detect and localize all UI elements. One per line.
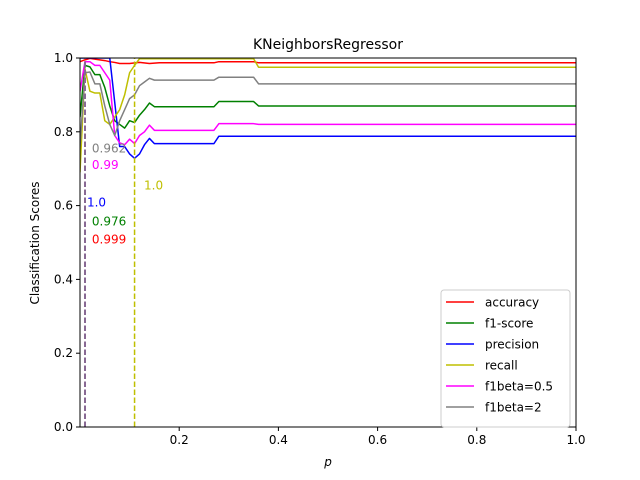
x-tick-label-4: 1.0 (566, 433, 585, 447)
annotation-label-3: 1.0 (87, 196, 106, 210)
axes-frame (79, 57, 577, 428)
y-tick-label-4: 0.8 (54, 125, 73, 139)
legend-label-4: f1beta=0.5 (485, 380, 553, 394)
y-tick-label-0: 0.0 (54, 420, 73, 434)
series-line-0 (80, 58, 576, 65)
x-tick-label-2: 0.6 (368, 433, 387, 447)
legend: accuracy f1-score precision recall f1beta=0.… (440, 289, 571, 428)
legend-label-2: precision (485, 338, 539, 352)
legend-label-5: f1beta=2 (485, 401, 542, 415)
series-line-2 (80, 58, 576, 160)
y-tick-label-2: 0.4 (54, 272, 73, 286)
chart-title: KNeighborsRegressor (253, 37, 403, 53)
annotation-label-4: 0.976 (92, 214, 126, 228)
series-line-3 (80, 58, 576, 173)
legend-label-0: accuracy (485, 296, 539, 310)
legend-label-1: f1-score (485, 317, 533, 331)
annotation-label-1: 0.99 (92, 158, 119, 172)
annotation-label-2: 1.0 (144, 178, 163, 192)
legend-label-3: recall (485, 359, 518, 373)
y-tick-label-5: 1.0 (54, 51, 73, 65)
x-tick-label-0: 0.2 (170, 433, 189, 447)
x-axis-label: p (323, 455, 332, 469)
axes: 0.2 0.4 0.6 0.8 1.0 0.0 0.2 0.4 0.6 0.8 1.0 (54, 51, 586, 447)
legend-box (440, 289, 571, 428)
annotation-label-0: 0.962 (92, 141, 126, 155)
y-tick-label-1: 0.2 (54, 346, 73, 360)
x-tick-label-3: 0.8 (467, 433, 486, 447)
annotation-label-5: 0.999 (92, 233, 126, 247)
y-tick-label-3: 0.6 (54, 199, 73, 213)
y-axis-label: Classification Scores (28, 181, 42, 304)
x-tick-label-1: 0.4 (269, 433, 288, 447)
plot-area: 0.962 0.99 1.0 1.0 0.976 0.999 (80, 58, 576, 427)
plot-inner (80, 58, 576, 427)
